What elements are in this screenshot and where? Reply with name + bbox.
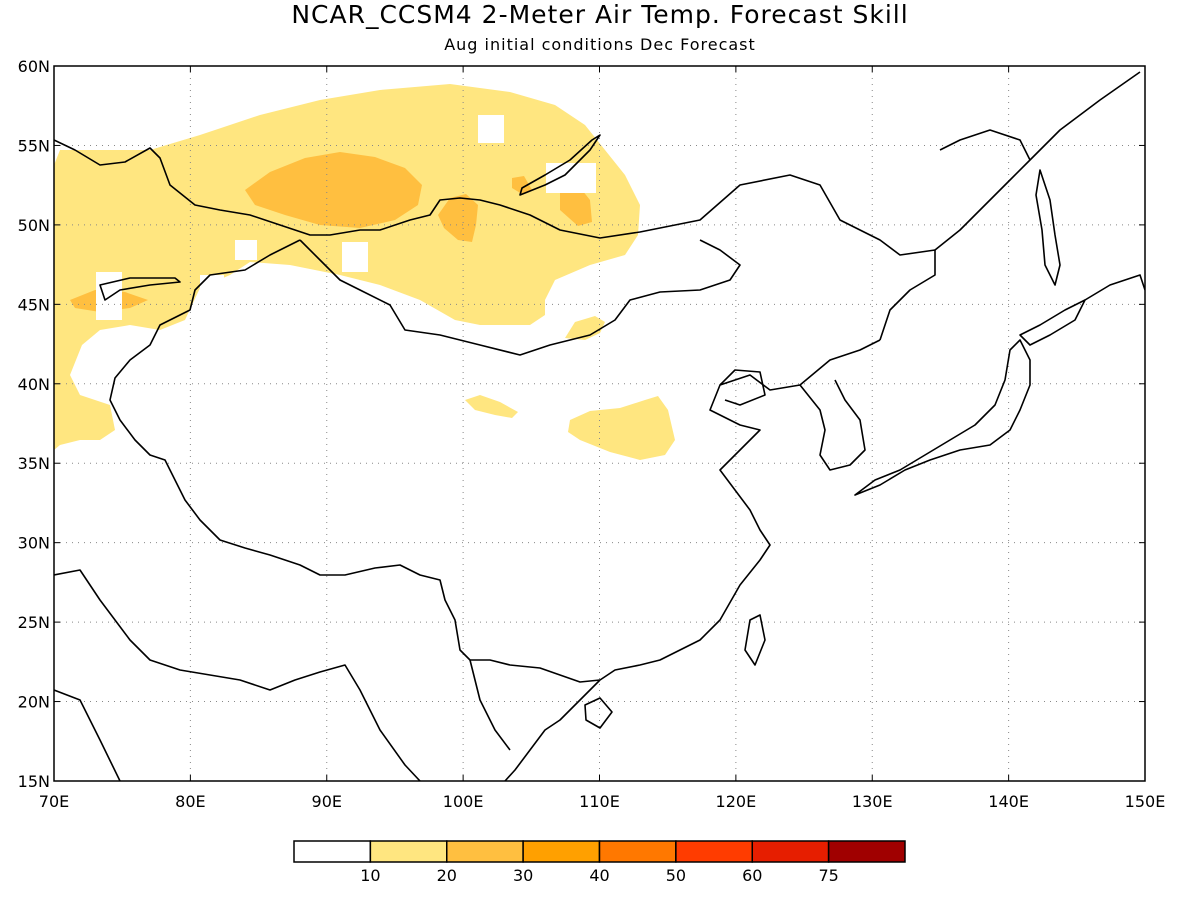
colorbar-label: 60: [742, 866, 762, 885]
bohai-gulf: [719, 369, 766, 406]
taiwan: [744, 614, 766, 666]
lon-tick-label: 150E: [1125, 792, 1166, 811]
china-west-border: [109, 239, 601, 683]
lon-tick-label: 70E: [39, 792, 69, 811]
skill-region-altai: [245, 152, 422, 228]
map-subtitle: Aug initial conditions Dec Forecast: [444, 35, 756, 54]
lon-tick-label: 80E: [175, 792, 205, 811]
skill-shading-20-30: [70, 152, 592, 312]
lat-tick-label: 40N: [18, 375, 50, 394]
colorbar-label: 30: [513, 866, 533, 885]
skill-region-shaanxi: [568, 396, 675, 460]
russia-far-east-coast: [934, 71, 1141, 251]
hainan: [584, 697, 613, 729]
skill-region-ordos: [565, 316, 605, 340]
lon-tick-label: 90E: [312, 792, 342, 811]
colorbar-swatch: [522, 840, 601, 863]
colorbar-swatch: [751, 840, 830, 863]
lat-tick-label: 15N: [18, 772, 50, 791]
lat-tick-label: 20N: [18, 693, 50, 712]
lake-baikal: [519, 134, 601, 196]
map-title: NCAR_CCSM4 2-Meter Air Temp. Forecast Sk…: [291, 0, 909, 29]
colorbar: 10 20 30 40 50 60 75: [293, 840, 906, 885]
colorbar-label: 50: [666, 866, 686, 885]
lat-tick-label: 60N: [18, 57, 50, 76]
indochina-coast: [469, 659, 601, 781]
japan-hokkaido: [1019, 299, 1086, 346]
lon-tick-label: 100E: [443, 792, 484, 811]
lat-tick-label: 45N: [18, 295, 50, 314]
korea-peninsula: [799, 379, 866, 471]
lon-tick-label: 120E: [716, 792, 757, 811]
skill-region-gansu: [465, 395, 518, 418]
colorbar-label: 75: [818, 866, 838, 885]
lat-tick-label: 50N: [18, 216, 50, 235]
colorbar-swatch: [675, 840, 753, 863]
mongolia-border: [299, 239, 741, 356]
lon-tick-label: 130E: [852, 792, 893, 811]
lon-tick-label: 140E: [988, 792, 1029, 811]
india-coast: [54, 569, 421, 781]
colorbar-swatch: [598, 840, 677, 863]
sakhalin: [1035, 169, 1061, 286]
missing-data-patches: [96, 115, 596, 320]
coastlines-borders: [54, 71, 1145, 781]
lat-tick-label: 30N: [18, 534, 50, 553]
lat-tick-label: 35N: [18, 454, 50, 473]
colorbar-label: 20: [437, 866, 457, 885]
china-east-coast: [599, 339, 881, 681]
lat-tick-label: 25N: [18, 613, 50, 632]
lake-balkhash: [99, 277, 181, 301]
colorbar-swatch: [293, 840, 372, 863]
kamchatka-kuriles: [1084, 274, 1145, 301]
skill-region-sayan: [438, 194, 478, 242]
colorbar-swatch: [827, 840, 906, 863]
japan-honshu: [854, 339, 1031, 496]
colorbar-label: 40: [589, 866, 609, 885]
skill-region-buryatia: [512, 176, 532, 194]
colorbar-swatch: [369, 840, 448, 863]
skill-region-baikal: [560, 185, 592, 226]
colorbar-swatch: [446, 840, 524, 863]
lat-tick-label: 55N: [18, 136, 50, 155]
lon-tick-label: 110E: [579, 792, 620, 811]
russia-border: [54, 139, 936, 341]
colorbar-label: 10: [360, 866, 380, 885]
